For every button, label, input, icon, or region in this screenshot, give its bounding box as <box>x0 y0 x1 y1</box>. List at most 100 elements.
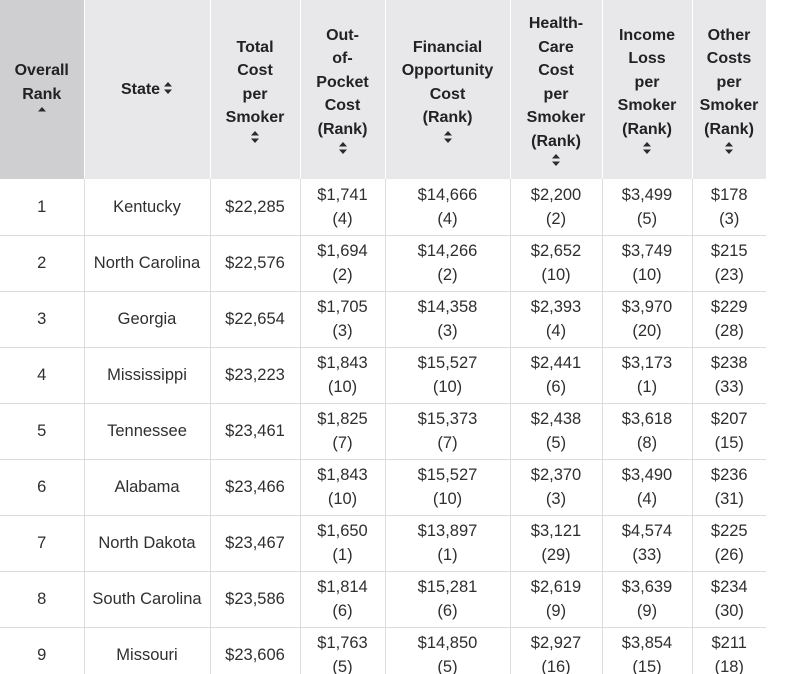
out-of-pocket-cell: $1,694 (2) <box>300 235 386 292</box>
cell-rank: (3) <box>545 490 567 508</box>
sort-both-icon[interactable] <box>250 130 260 144</box>
header-text-line: Out- <box>326 26 359 44</box>
sort-both-icon[interactable] <box>338 141 348 155</box>
header-text-line: (Rank) <box>704 120 754 138</box>
cell-rank: (10) <box>432 490 463 508</box>
cell-value: $234 <box>710 578 748 596</box>
cell-rank: (20) <box>632 322 662 340</box>
other-costs-cell: $229 (28) <box>692 291 766 348</box>
cell-rank: (4) <box>332 209 353 228</box>
cell-value: $211 <box>711 634 747 652</box>
sort-both-icon[interactable] <box>551 153 561 167</box>
ranking-table-container: Overall Rank State Total Cost per Smoker Out… <box>0 0 766 674</box>
cell-rank: (1) <box>332 546 353 564</box>
total-cost-cell: $23,467 <box>210 515 301 572</box>
header-income-loss[interactable]: Income Loss per Smoker (Rank) <box>602 0 693 179</box>
cell-rank: (6) <box>437 602 458 620</box>
cell-value: $3,749 <box>621 242 673 260</box>
header-other-costs[interactable]: Other Costs per Smoker (Rank) <box>692 0 766 179</box>
cell-value: $229 <box>710 298 748 316</box>
other-costs-cell: $215 (23) <box>692 235 766 292</box>
header-text-line: of- <box>332 50 353 68</box>
health-care-cost-cell: $2,393 (4) <box>510 291 603 348</box>
sort-both-icon[interactable] <box>724 141 734 155</box>
header-text-line: Cost <box>237 62 273 79</box>
sort-both-icon[interactable] <box>163 81 173 95</box>
other-costs-cell: $207 (15) <box>692 403 766 460</box>
cell-rank: (5) <box>545 434 567 452</box>
sort-ascending-icon[interactable] <box>37 106 47 120</box>
state-cell: Missouri <box>84 627 211 674</box>
cell-value: $2,927 <box>530 634 582 652</box>
cell-value: $2,441 <box>530 354 582 372</box>
header-text-line: Opportunity <box>401 62 494 79</box>
header-text-line: per <box>242 85 268 103</box>
cell-rank: (5) <box>437 658 458 674</box>
cell-rank: (31) <box>714 490 744 508</box>
header-text-line: Costs <box>706 50 752 68</box>
sort-both-icon[interactable] <box>443 130 453 144</box>
header-health-care-cost[interactable]: Health- Care Cost per Smoker (Rank) <box>510 0 603 179</box>
out-of-pocket-cell: $1,843 (10) <box>300 347 386 404</box>
cell-value: $1,763 <box>317 634 368 652</box>
table-row: 2 North Carolina $22,576 $1,694 (2) $14,266 (2… <box>0 235 766 292</box>
table-row: 6 Alabama $23,466 $1,843 (10) $15,527 (10) $2,3… <box>0 459 766 516</box>
other-costs-cell: $234 (30) <box>692 571 766 628</box>
income-loss-cell: $3,618 (8) <box>602 403 693 460</box>
out-of-pocket-cell: $1,650 (1) <box>300 515 386 572</box>
cell-rank: (15) <box>714 434 744 452</box>
header-text-line: (Rank) <box>622 120 672 138</box>
state-cell: North Dakota <box>84 515 211 572</box>
cell-rank: (4) <box>545 322 567 340</box>
header-total-cost[interactable]: Total Cost per Smoker <box>210 0 301 179</box>
cell-value: $3,121 <box>530 522 582 540</box>
rank-cell: 7 <box>0 515 85 572</box>
cell-value: $207 <box>710 410 748 428</box>
income-loss-cell: $3,854 (15) <box>602 627 693 674</box>
total-cost-cell: $23,606 <box>210 627 301 674</box>
total-cost-cell: $22,285 <box>210 179 301 236</box>
cell-value: $14,266 <box>417 242 478 260</box>
other-costs-cell: $178 (3) <box>692 179 766 236</box>
state-cell: Mississippi <box>84 347 211 404</box>
cell-value: $1,825 <box>317 410 368 428</box>
cell-value: $4,574 <box>621 522 673 540</box>
health-care-cost-cell: $2,619 (9) <box>510 571 603 628</box>
cell-value: $1,705 <box>317 298 368 316</box>
cell-value: $1,650 <box>317 522 368 540</box>
header-text-line: Cost <box>538 62 574 79</box>
header-text-line: Financial <box>412 38 483 56</box>
total-cost-cell: $23,466 <box>210 459 301 516</box>
cell-rank: (7) <box>332 434 353 452</box>
cell-rank: (15) <box>632 658 662 674</box>
cell-value: $15,527 <box>417 466 478 484</box>
income-loss-cell: $3,499 (5) <box>602 179 693 236</box>
cell-value: $3,970 <box>621 298 673 316</box>
financial-opportunity-cell: $13,897 (1) <box>385 515 511 572</box>
header-overall-rank[interactable]: Overall Rank <box>0 0 85 179</box>
financial-opportunity-cell: $14,358 (3) <box>385 291 511 348</box>
income-loss-cell: $4,574 (33) <box>602 515 693 572</box>
header-text-line: Pocket <box>316 73 369 91</box>
health-care-cost-cell: $2,927 (16) <box>510 627 603 674</box>
cell-value: $2,393 <box>530 298 582 316</box>
header-text-line: per <box>543 85 569 103</box>
state-cell: Tennessee <box>84 403 211 460</box>
header-out-of-pocket[interactable]: Out-of- Pocket Cost (Rank) <box>300 0 386 179</box>
header-text-line: Total <box>236 38 274 56</box>
financial-opportunity-cell: $14,666 (4) <box>385 179 511 236</box>
total-cost-cell: $23,223 <box>210 347 301 404</box>
cell-value: $1,814 <box>317 578 368 596</box>
cell-value: $14,850 <box>417 634 478 652</box>
header-state[interactable]: State <box>84 0 211 179</box>
header-financial-opportunity[interactable]: Financial Opportunity Cost (Rank) <box>385 0 511 179</box>
other-costs-cell: $238 (33) <box>692 347 766 404</box>
table-row: 9 Missouri $23,606 $1,763 (5) $14,850 (5) $2,92… <box>0 627 766 674</box>
cell-rank: (29) <box>541 546 571 564</box>
cell-value: $215 <box>710 242 748 260</box>
cell-value: $2,438 <box>530 410 582 428</box>
total-cost-cell: $22,654 <box>210 291 301 348</box>
cell-value: $15,527 <box>417 354 478 372</box>
sort-both-icon[interactable] <box>642 141 652 155</box>
cell-rank: (8) <box>636 434 658 452</box>
